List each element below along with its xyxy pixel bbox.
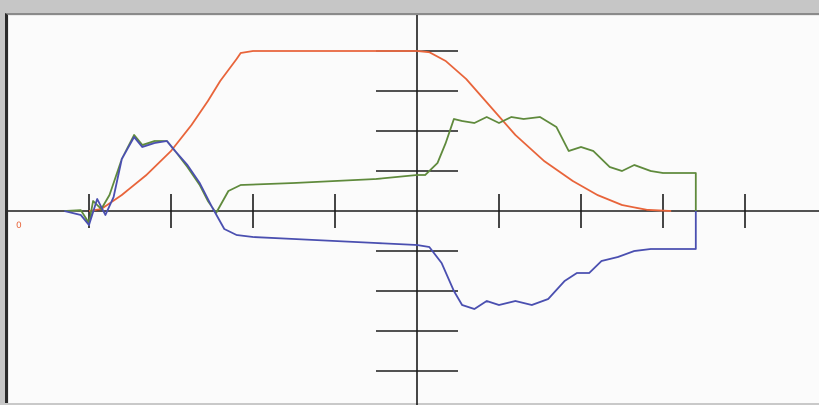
series-line-2 bbox=[64, 116, 697, 224]
line-chart bbox=[8, 15, 819, 405]
series-line-3 bbox=[64, 136, 697, 310]
plot-area: 0 bbox=[5, 13, 819, 405]
origin-label: 0 bbox=[16, 221, 22, 231]
series-line-1 bbox=[88, 50, 672, 212]
